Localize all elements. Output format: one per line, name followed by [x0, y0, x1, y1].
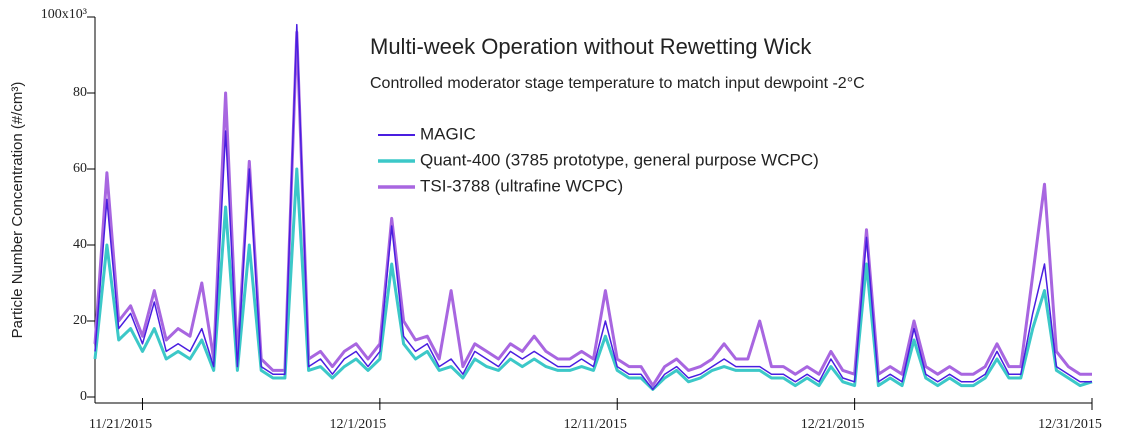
series-line	[94, 23, 1092, 391]
x-tick-label: 11/21/2015	[89, 417, 152, 432]
chart-subtitle: Controlled moderator stage temperature t…	[370, 75, 865, 92]
legend-label: TSI-3788 (ultrafine WCPC)	[420, 176, 623, 195]
y-tick-label: 40	[73, 237, 87, 252]
legend-label: MAGIC	[420, 124, 476, 143]
y-tick-label: 100x10³	[41, 7, 87, 22]
x-tick-label: 12/21/2015	[801, 417, 865, 432]
x-tick-label: 12/1/2015	[329, 417, 386, 432]
legend-label: Quant-400 (3785 prototype, general purpo…	[420, 150, 819, 169]
series-line	[93, 167, 1093, 391]
x-tick-label: 12/11/2015	[564, 417, 627, 432]
y-tick-label: 60	[73, 161, 87, 176]
chart-title: Multi-week Operation without Rewetting W…	[370, 34, 812, 59]
y-tick-label: 80	[73, 85, 87, 100]
y-tick-label: 20	[73, 313, 87, 328]
y-tick-label: 0	[80, 389, 87, 404]
x-tick-label: 12/31/2015	[1038, 417, 1102, 432]
y-axis-label: Particle Number Concentration (#/cm³)	[9, 82, 26, 339]
